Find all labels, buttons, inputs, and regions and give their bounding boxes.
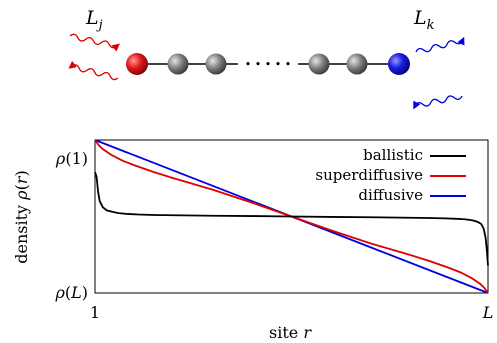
left-boundary-site bbox=[126, 53, 148, 75]
chain-site bbox=[346, 53, 368, 75]
right-boundary-site bbox=[388, 53, 410, 75]
series-line-ballistic bbox=[94, 171, 489, 266]
left-incoming-wave bbox=[69, 33, 120, 52]
right-operator-label: Lk bbox=[413, 7, 435, 33]
legend-label-superdiffusive: superdiffusive bbox=[315, 166, 423, 184]
chain-site bbox=[205, 53, 227, 75]
chain-diagram: • • • • • Lj Lk bbox=[68, 7, 465, 110]
y-tick-top: ρ(1) bbox=[55, 149, 88, 168]
chain-site bbox=[167, 53, 189, 75]
series-layer bbox=[94, 139, 489, 294]
legend: ballistic superdiffusive diffusive bbox=[315, 146, 466, 204]
legend-label-diffusive: diffusive bbox=[358, 186, 423, 204]
right-outgoing-wave bbox=[415, 36, 465, 53]
chain-ellipsis: • • • • • bbox=[245, 58, 291, 71]
x-axis-label: site r bbox=[269, 323, 312, 342]
right-incoming-wave bbox=[413, 95, 463, 110]
density-plot: ρ(1) ρ(L) 1 L site r density ρ(r) ballis… bbox=[12, 139, 494, 342]
y-axis-label: density ρ(r) bbox=[12, 170, 31, 263]
legend-label-ballistic: ballistic bbox=[363, 146, 423, 164]
left-outgoing-wave bbox=[68, 60, 119, 81]
left-operator-label: Lj bbox=[85, 7, 103, 33]
chain-site bbox=[308, 53, 330, 75]
x-tick-left: 1 bbox=[90, 303, 100, 322]
y-tick-bottom: ρ(L) bbox=[54, 283, 88, 302]
x-tick-right: L bbox=[482, 303, 494, 322]
plot-frame bbox=[94, 139, 489, 294]
